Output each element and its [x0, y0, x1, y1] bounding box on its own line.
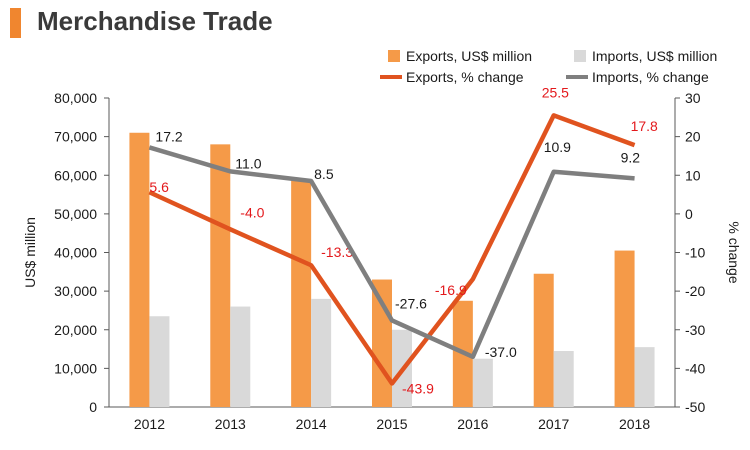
data-label-exports-change: 17.8 — [631, 118, 658, 134]
line-imports-change — [148, 145, 635, 360]
chart-title: Merchandise Trade — [37, 6, 273, 36]
data-label-imports-change: 9.2 — [621, 149, 641, 165]
bar-exports — [291, 179, 312, 407]
data-label-imports-change: 11.0 — [235, 155, 261, 171]
data-label-imports-change: -27.6 — [395, 295, 427, 311]
legend-label: Exports, % change — [406, 69, 524, 85]
bar-exports — [129, 132, 150, 407]
x-axis-tick-label: 2016 — [457, 416, 488, 432]
legend-label: Exports, US$ million — [406, 48, 532, 64]
data-label-imports-change: 17.2 — [155, 128, 182, 144]
left-axis-title: US$ million — [22, 217, 38, 288]
line-exports-change — [148, 113, 636, 386]
x-axis-tick-label: 2013 — [215, 416, 246, 432]
data-label-exports-change: -4.0 — [240, 204, 264, 220]
left-axis-tick-label: 20,000 — [54, 322, 97, 338]
left-axis-tick-label: 70,000 — [54, 129, 97, 145]
bar-imports — [634, 347, 655, 407]
left-axis-tick-label: 10,000 — [54, 360, 97, 376]
bar-imports — [230, 306, 251, 407]
legend-label: Imports, % change — [592, 69, 709, 85]
right-axis-tick-label: -50 — [685, 399, 705, 415]
left-axis-tick-label: 50,000 — [54, 206, 97, 222]
bar-imports — [149, 316, 170, 407]
right-axis-tick-label: -20 — [685, 283, 705, 299]
data-label-exports-change: -13.3 — [321, 244, 353, 260]
bar-exports — [614, 250, 635, 407]
bar-exports — [372, 279, 392, 407]
x-axis-tick-label: 2017 — [538, 416, 569, 432]
data-label-imports-change: -37.0 — [485, 344, 517, 360]
left-axis-tick-label: 0 — [89, 399, 97, 415]
title-accent-bar — [10, 8, 21, 38]
data-label-imports-change: 8.5 — [314, 166, 334, 182]
right-axis-tick-label: 30 — [685, 90, 701, 106]
data-label-exports-change: 5.6 — [149, 179, 169, 195]
right-axis-tick-label: 0 — [685, 206, 693, 222]
legend-swatch — [388, 50, 400, 62]
x-axis-tick-label: 2014 — [296, 416, 327, 432]
right-axis-tick-label: -40 — [685, 360, 705, 376]
left-axis-tick-label: 40,000 — [54, 245, 97, 261]
bar-imports — [311, 298, 332, 407]
data-label-exports-change: -43.9 — [402, 380, 434, 396]
data-label-imports-change: 10.9 — [544, 139, 571, 155]
data-label-exports-change: -16.9 — [435, 282, 467, 298]
bar-exports — [533, 273, 554, 407]
left-axis-tick-label: 80,000 — [54, 90, 97, 106]
data-label-exports-change: 25.5 — [542, 84, 569, 100]
left-axis-tick-label: 60,000 — [54, 167, 97, 183]
left-axis-tick-label: 30,000 — [54, 283, 97, 299]
legend-label: Imports, US$ million — [592, 48, 717, 64]
x-axis-tick-label: 2015 — [376, 416, 407, 432]
right-axis-title: % change — [726, 221, 742, 283]
bar-imports — [553, 350, 574, 407]
right-axis-tick-label: 20 — [685, 129, 701, 145]
x-axis-tick-label: 2012 — [134, 416, 165, 432]
right-axis-tick-label: -10 — [685, 245, 705, 261]
x-axis-tick-label: 2018 — [619, 416, 650, 432]
bar-exports — [210, 144, 231, 407]
legend-swatch — [574, 50, 586, 62]
right-axis-tick-label: 10 — [685, 167, 701, 183]
right-axis-tick-label: -30 — [685, 322, 705, 338]
bar-imports — [472, 358, 493, 407]
